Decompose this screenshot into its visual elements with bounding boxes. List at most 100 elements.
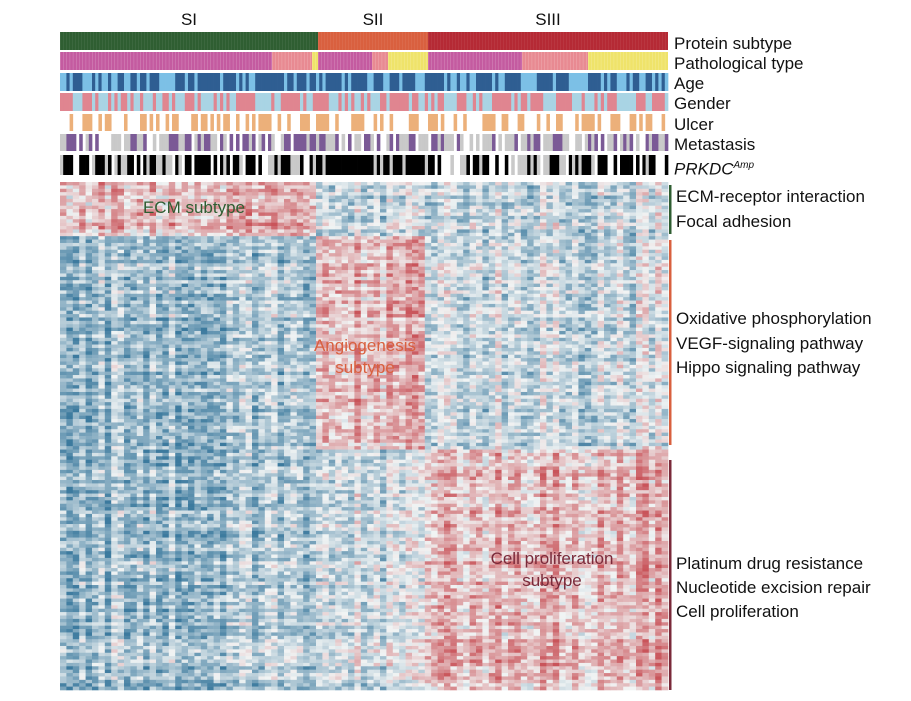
heat-cell (367, 229, 374, 234)
heat-cell (284, 195, 291, 200)
heat-cell (72, 226, 80, 230)
heat-cell (552, 198, 560, 203)
heat-cell (175, 270, 182, 274)
heat-cell (501, 222, 509, 227)
heat-cell (188, 266, 195, 271)
heat-cell (130, 219, 138, 223)
heat-cell (360, 307, 368, 311)
heat-cell (418, 253, 426, 257)
heat-cell (591, 266, 598, 271)
heat-cell (584, 249, 592, 254)
heat-cell (341, 314, 349, 318)
heat-cell (188, 256, 195, 261)
heat-cell (98, 300, 106, 305)
heat-cell (188, 297, 195, 301)
heat-cell (610, 188, 618, 193)
metastasis-cell (591, 134, 595, 151)
heat-cell (239, 286, 246, 291)
heat-cell (444, 314, 451, 318)
heat-cell (181, 314, 189, 318)
heat-cell (540, 185, 547, 190)
age-cell (565, 73, 570, 91)
heat-cell (444, 263, 451, 267)
heat-cell (642, 256, 650, 261)
heat-cell (296, 280, 304, 284)
heat-cell (661, 185, 669, 190)
age-cell (428, 73, 432, 91)
gender-cell (165, 93, 170, 111)
heat-cell (476, 310, 483, 315)
heat-cell (392, 314, 400, 318)
heat-cell (207, 293, 214, 298)
heat-cell (296, 263, 304, 267)
heat-cell (514, 310, 522, 315)
gender-cell (178, 93, 182, 111)
age-cell (559, 73, 563, 91)
heat-cell (488, 209, 496, 213)
heat-cell (271, 249, 278, 254)
heat-cell (661, 239, 669, 244)
protein-subtype-cell (357, 32, 358, 50)
heat-cell (143, 266, 150, 271)
heat-cell (98, 215, 106, 220)
age-cell (236, 73, 240, 91)
heat-cell (72, 280, 80, 284)
gender-cell (325, 93, 330, 111)
heat-cell (232, 246, 240, 251)
heat-cell (469, 205, 477, 210)
age-cell (552, 73, 557, 91)
pathological-type-cell (384, 52, 386, 70)
heat-cell (348, 242, 355, 247)
heat-cell (405, 202, 413, 207)
protein-subtype-cell (608, 32, 609, 50)
heat-cell (572, 198, 579, 203)
heat-cell (392, 236, 400, 240)
gender-cell (600, 93, 605, 111)
heat-cell (136, 219, 144, 223)
heat-cell (636, 290, 643, 295)
age-cell (645, 73, 650, 91)
heat-cell (380, 192, 387, 196)
heat-cell (565, 297, 573, 301)
heat-cell (405, 198, 413, 203)
heat-cell (514, 246, 522, 251)
age-cell (661, 73, 666, 91)
heat-cell (636, 276, 643, 281)
metastasis-cell (280, 134, 285, 151)
gender-cell (220, 93, 224, 111)
heat-cell (508, 314, 515, 318)
gender-cell (354, 93, 358, 111)
heat-cell (335, 219, 342, 223)
heat-cell (149, 303, 157, 308)
heat-cell (348, 205, 355, 210)
heat-cell (72, 188, 80, 193)
heat-cell (328, 297, 336, 301)
heat-cell (111, 236, 118, 240)
pathological-type-cell (381, 52, 383, 70)
heat-cell (168, 286, 176, 291)
heat-cell (328, 182, 336, 186)
protein-subtype-cell (632, 32, 633, 50)
heat-cell (354, 209, 362, 213)
heat-cell (296, 270, 304, 274)
heat-cell (277, 293, 285, 298)
heat-cell (66, 236, 74, 240)
heat-cell (168, 205, 176, 210)
heat-cell (578, 314, 586, 318)
heat-cell (354, 290, 362, 295)
heat-cell (111, 300, 118, 305)
heat-cell (264, 307, 272, 311)
heat-cell (188, 253, 195, 257)
heat-cell (591, 303, 598, 308)
heat-cell (348, 239, 355, 244)
heat-cell (252, 253, 259, 257)
heat-cell (623, 215, 630, 220)
pathological-type-cell (95, 52, 96, 70)
heat-cell (437, 222, 445, 227)
heat-cell (66, 253, 74, 257)
heat-cell (271, 188, 278, 193)
heat-cell (482, 226, 490, 230)
heat-cell (271, 212, 278, 217)
heat-cell (258, 232, 266, 237)
heat-cell (309, 232, 317, 237)
